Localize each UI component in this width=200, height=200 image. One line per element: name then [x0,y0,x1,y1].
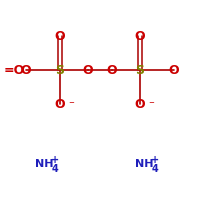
Text: 4: 4 [52,164,58,174]
Text: +: + [151,155,159,165]
Text: O: O [135,98,145,112]
Text: S: S [136,64,144,76]
Text: 4: 4 [152,164,158,174]
Text: =O: =O [3,64,25,76]
Text: ⁻: ⁻ [148,100,154,110]
Text: O: O [55,98,65,112]
Text: O: O [55,29,65,43]
Text: NH: NH [135,159,153,169]
Text: +: + [51,155,59,165]
Text: O: O [169,64,179,76]
Text: O: O [21,64,31,76]
Text: O: O [83,64,93,76]
Text: ⁻: ⁻ [68,100,74,110]
Text: NH: NH [35,159,53,169]
Text: O: O [135,29,145,43]
Text: S: S [56,64,64,76]
Text: O: O [107,64,117,76]
